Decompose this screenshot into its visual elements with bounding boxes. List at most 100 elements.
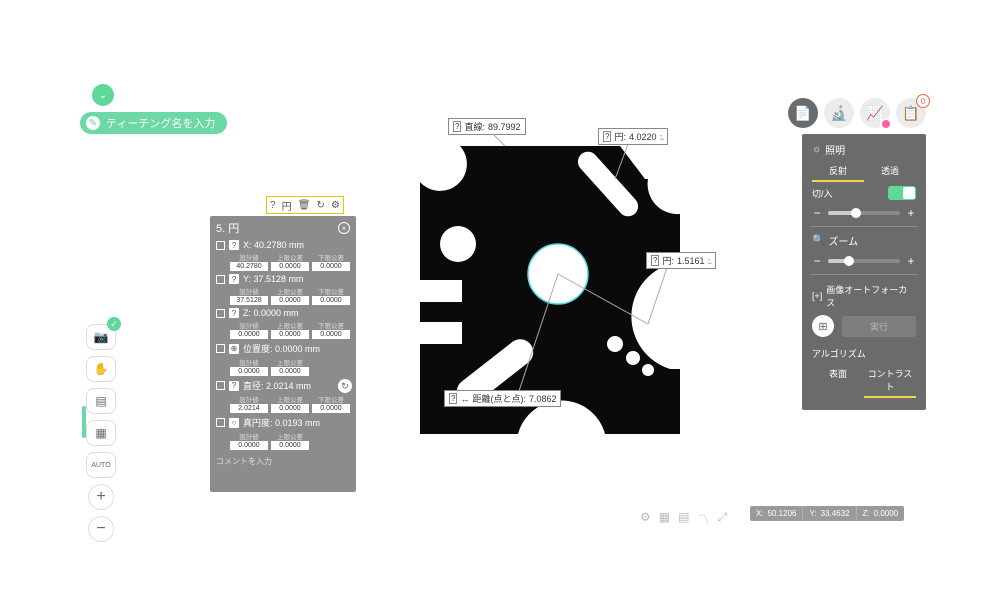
status-icons: ⚙ ▦ ▤ 〽 ⤢ — [640, 510, 727, 527]
af-grid-button[interactable]: ⊞ — [812, 315, 834, 337]
list-button[interactable]: 📋0 — [896, 98, 926, 128]
grid-icon[interactable]: ▦ — [659, 510, 670, 527]
plus-icon: + — [96, 488, 105, 506]
chart-icon[interactable]: 〽 — [697, 510, 709, 527]
zoom-out-button[interactable]: − — [88, 516, 114, 542]
sub-label: 設計値 — [230, 320, 268, 330]
microscope-button[interactable]: 🔬 — [824, 98, 854, 128]
callout-distance[interactable]: ? ↔ 距離(点と点): 7.0862 — [444, 390, 561, 407]
sub-label: 設計値 — [230, 357, 268, 367]
layer-button[interactable]: ▤ — [86, 388, 116, 414]
auto-button[interactable]: AUTO — [86, 452, 116, 478]
left-toolbar: 📷 ✓ ✋ ▤ ▦ AUTO + − — [84, 324, 118, 542]
sub-label: 上限公差 — [271, 394, 309, 404]
slider-minus[interactable]: − — [812, 254, 822, 268]
document-button[interactable]: 📄 — [788, 98, 818, 128]
pan-button[interactable]: ✋ — [86, 356, 116, 382]
lighting-tabs: 反射 透過 — [812, 161, 916, 182]
tab-transmit[interactable]: 透過 — [864, 161, 916, 182]
slider-plus[interactable]: + — [906, 206, 916, 220]
grid-button[interactable]: ▦ — [86, 420, 116, 446]
gear-icon[interactable]: ⚙ — [640, 510, 651, 527]
tab-surface[interactable]: 表面 — [812, 364, 864, 398]
value-input[interactable]: 0.0000 — [271, 330, 309, 339]
refresh-icon[interactable]: ↻ — [316, 200, 324, 211]
value-input[interactable]: 0.0000 — [271, 296, 309, 305]
checkbox[interactable] — [216, 241, 225, 250]
af-run-button[interactable]: 実行 — [842, 316, 916, 337]
camera-button[interactable]: 📷 ✓ — [86, 324, 116, 350]
sub-label — [312, 357, 350, 367]
callout-label: 円: — [614, 130, 626, 143]
value-input[interactable]: 40.2780 — [230, 262, 268, 271]
value-input[interactable]: 0.0000 — [312, 404, 350, 413]
value-input[interactable]: 0.0000 — [230, 367, 268, 376]
auto-label: AUTO — [91, 462, 110, 469]
value-input[interactable]: 0.0000 — [271, 262, 309, 271]
list-icon: 📋 — [902, 105, 919, 122]
help-icon: ? — [229, 308, 239, 318]
expand-icon[interactable]: ⤢ — [717, 510, 727, 527]
help-icon: ? — [603, 131, 611, 142]
checkbox[interactable] — [216, 344, 225, 353]
tab-contrast[interactable]: コントラスト — [864, 364, 916, 398]
play-badge-icon — [880, 118, 892, 130]
slider-minus[interactable]: − — [812, 206, 822, 220]
lighting-header: 照明 — [825, 142, 845, 157]
lighting-slider: − + — [812, 206, 916, 220]
value-input[interactable]: 0.0000 — [312, 296, 350, 305]
callout-circle-2[interactable]: ? 円: 1.5161 :. — [646, 252, 716, 269]
chart-button[interactable]: 📈 — [860, 98, 890, 128]
value-input[interactable]: 2.0214 — [230, 404, 268, 413]
slider-track[interactable] — [828, 259, 900, 263]
expand-chevron[interactable]: ⌄ — [92, 84, 114, 106]
circle-label[interactable]: 円 — [282, 198, 292, 213]
teaching-name-pill[interactable]: ✎ ティーチング名を入力 — [80, 112, 227, 134]
arrow-icon: ↔ — [460, 394, 469, 404]
callout-value: 4.0220 — [629, 132, 657, 142]
callout-line[interactable]: ? 直線: 89.7992 — [448, 118, 526, 135]
value-input[interactable]: 0.0000 — [312, 330, 350, 339]
autofocus-label: 画像オートフォーカス — [826, 283, 916, 309]
value-input[interactable]: 0.0000 — [312, 262, 350, 271]
sub-label: 上限公差 — [271, 357, 309, 367]
prop-row-y: ?Y: 37.5128 mm 設計値上限公差下限公差 37.51280.0000… — [216, 274, 350, 305]
value-input[interactable]: 0.0000 — [230, 441, 268, 450]
value-input[interactable]: 37.5128 — [230, 296, 268, 305]
slider-track[interactable] — [828, 211, 900, 215]
sub-label: 上限公差 — [271, 431, 309, 441]
value-input[interactable]: 0.0000 — [230, 330, 268, 339]
value-input[interactable]: 0.0000 — [271, 367, 309, 376]
gear-icon[interactable]: ⚙ — [331, 200, 340, 211]
tab-reflect[interactable]: 反射 — [812, 161, 864, 182]
help-icon[interactable]: ? — [270, 200, 276, 211]
lighting-switch[interactable] — [888, 186, 916, 200]
checkbox[interactable] — [216, 418, 225, 427]
callout-label: 距離(点と点): — [472, 392, 526, 405]
checkbox[interactable] — [216, 275, 225, 284]
grid-icon: ▦ — [95, 426, 106, 440]
trash-icon[interactable]: 🗑 — [298, 200, 311, 211]
callout-circle-1[interactable]: ? 円: 4.0220 :. — [598, 128, 668, 145]
value-input[interactable]: 0.0000 — [271, 441, 309, 450]
algorithm-tabs: 表面 コントラスト — [812, 364, 916, 398]
comment-input[interactable]: コメントを入力 — [216, 456, 350, 467]
value-input[interactable]: 0.0000 — [271, 404, 309, 413]
alert-badge: 0 — [916, 94, 930, 108]
prop-label: 真円度: 0.0193 mm — [243, 416, 320, 429]
close-icon[interactable]: × — [338, 222, 350, 234]
coord-y-label: Y: — [809, 509, 816, 518]
circle-icon: ○ — [229, 418, 239, 428]
help-icon: ? — [449, 393, 457, 404]
sub-label: 下限公差 — [312, 320, 350, 330]
zoom-in-button[interactable]: + — [88, 484, 114, 510]
table-icon[interactable]: ▤ — [678, 510, 689, 527]
refresh-icon[interactable]: ↻ — [338, 379, 352, 393]
checkbox[interactable] — [216, 381, 225, 390]
help-icon: ? — [229, 381, 239, 391]
layer-icon: ▤ — [95, 394, 106, 408]
sun-icon: ☼ — [812, 144, 821, 155]
slider-plus[interactable]: + — [906, 254, 916, 268]
sub-label: 下限公差 — [312, 394, 350, 404]
checkbox[interactable] — [216, 309, 225, 318]
